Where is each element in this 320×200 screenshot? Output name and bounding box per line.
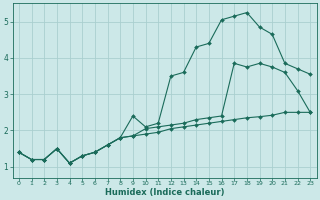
- X-axis label: Humidex (Indice chaleur): Humidex (Indice chaleur): [105, 188, 224, 197]
